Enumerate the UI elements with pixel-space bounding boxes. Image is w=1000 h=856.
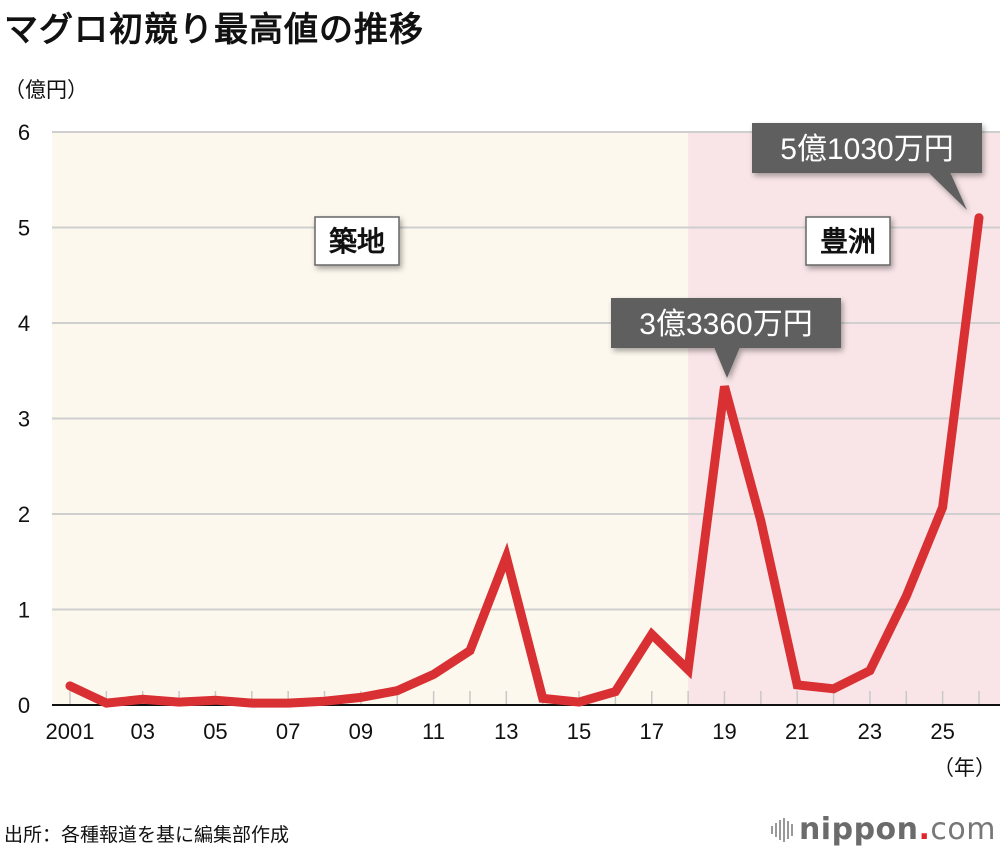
source-note: 出所：各種報道を基に編集部作成 <box>4 824 290 846</box>
callout-2026-text: 5億1030万円 <box>780 133 953 166</box>
x-tick-label: 09 <box>349 719 373 744</box>
logo-name: nippon <box>798 812 919 847</box>
x-tick-label: 03 <box>130 719 154 744</box>
toyosu-label: 豊洲 <box>820 225 876 258</box>
nippon-com-logo: nippon.com <box>770 812 996 847</box>
logo-suffix: com <box>930 812 996 847</box>
y-tick-label: 0 <box>18 693 30 718</box>
x-axis-unit-label: （年） <box>933 756 996 780</box>
x-tick-label: 07 <box>276 719 300 744</box>
callout-2019-text: 3億3360万円 <box>639 308 812 341</box>
callout-2019 <box>611 298 841 378</box>
x-tick-label: 21 <box>785 719 809 744</box>
x-tick-label: 13 <box>494 719 518 744</box>
chart-title: マグロ初競り最高値の推移 <box>4 10 424 50</box>
toyosu-label-box <box>805 216 891 266</box>
x-tick-label: 05 <box>203 719 227 744</box>
y-tick-label: 2 <box>18 502 30 527</box>
y-tick-label: 4 <box>18 311 30 336</box>
x-tick-label: 25 <box>930 719 954 744</box>
tsukiji-label: 築地 <box>328 225 385 258</box>
tsukiji-label-box <box>314 216 400 266</box>
y-tick-label: 6 <box>18 120 30 145</box>
x-tick-label: 23 <box>858 719 882 744</box>
price-line <box>65 213 984 708</box>
sound-bars-icon <box>770 817 793 842</box>
x-tick-label: 2001 <box>46 719 95 744</box>
y-axis-unit-label: （億円） <box>4 78 88 102</box>
logo-dot: . <box>918 812 931 847</box>
x-tick-label: 19 <box>712 719 736 744</box>
y-tick-label: 5 <box>18 216 30 241</box>
x-tick-label: 15 <box>567 719 591 744</box>
x-tick-label: 11 <box>422 719 445 744</box>
y-tick-label: 3 <box>18 407 30 432</box>
y-tick-label: 1 <box>18 598 30 623</box>
x-tick-label: 17 <box>640 719 664 744</box>
callout-2026 <box>752 123 982 210</box>
